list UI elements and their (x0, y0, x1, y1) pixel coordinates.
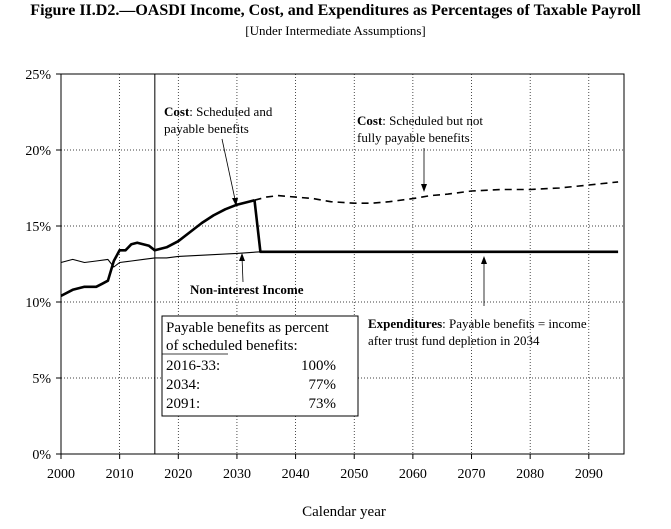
x-tick-label: 2010 (106, 467, 134, 482)
chart-title: Figure II.D2.—OASDI Income, Cost, and Ex… (30, 2, 641, 19)
y-tick-label: 25% (25, 68, 51, 83)
annotation-expenditures-bold: Expenditures (368, 316, 442, 331)
x-tick-label: 2030 (223, 467, 251, 482)
payable-row-value: 77% (309, 377, 337, 393)
annotation-cost-payable-line2: payable benefits (164, 121, 249, 136)
x-tick-label: 2000 (47, 467, 75, 482)
payable-row-period: 2034: (166, 377, 200, 393)
annotation-cost-notpayable-line2: fully payable benefits (357, 130, 470, 145)
payable-box-heading-2: of scheduled benefits: (166, 338, 298, 354)
payable-row-period: 2016-33: (166, 358, 220, 374)
annotation-cost-notpayable-text1: : Scheduled but not (382, 113, 483, 128)
annotation-cost-payable-leader (221, 138, 237, 205)
arrowhead-icon (421, 184, 427, 192)
annotation-expenditures-text1: : Payable benefits = income (442, 316, 587, 331)
y-tick-label: 20% (25, 144, 51, 159)
y-tick-label: 0% (32, 448, 51, 463)
arrowhead-icon (232, 198, 238, 206)
x-tick-label: 2020 (164, 467, 192, 482)
annotation-cost-notpayable-bold: Cost (357, 113, 383, 128)
series-line (253, 200, 619, 254)
arrowhead-icon (481, 256, 487, 264)
annotation-income: Non-interest Income (190, 282, 304, 297)
annotation-cost-payable-bold: Cost (164, 104, 190, 119)
series-line (254, 181, 619, 204)
x-tick-label: 2060 (399, 467, 427, 482)
payable-box-border (161, 315, 359, 417)
annotation-expenditures-line1: Expenditures: Payable benefits = income (368, 316, 587, 331)
payable-row-period: 2091: (166, 396, 200, 412)
series-line (60, 198, 255, 298)
y-tick-label: 5% (32, 372, 51, 387)
annotation-cost-notpayable-line1: Cost: Scheduled but not (357, 113, 483, 128)
x-tick-label: 2090 (575, 467, 603, 482)
annotation-cost-payable-line1: Cost: Scheduled and (164, 104, 273, 119)
arrowhead-icon (239, 253, 245, 261)
x-tick-label: 2080 (516, 467, 544, 482)
series-line (60, 251, 261, 268)
x-axis-label: Calendar year (302, 504, 386, 520)
chart-subtitle: [Under Intermediate Assumptions] (245, 23, 426, 38)
x-tick-label: 2050 (340, 467, 368, 482)
y-tick-label: 10% (25, 296, 51, 311)
y-tick-label: 15% (25, 220, 51, 235)
annotation-cost-payable-text1: : Scheduled and (189, 104, 273, 119)
payable-box-heading-1: Payable benefits as percent (166, 320, 330, 336)
series-group (60, 181, 619, 298)
annotation-expenditures-line2: after trust fund depletion in 2034 (368, 333, 540, 348)
payable-row-value: 73% (309, 396, 337, 412)
x-tick-label: 2070 (458, 467, 486, 482)
axes: 0% 5% 10% 15% 20% 25% 2000 2010 2020 2030 2040 2050… (25, 68, 625, 482)
plot-frame (60, 73, 625, 455)
payable-row-value: 100% (301, 358, 336, 374)
x-tick-label: 2040 (282, 467, 310, 482)
annotation-income-leader (241, 256, 244, 283)
payable-benefits-box: Payable benefits as percent of scheduled… (161, 315, 359, 417)
